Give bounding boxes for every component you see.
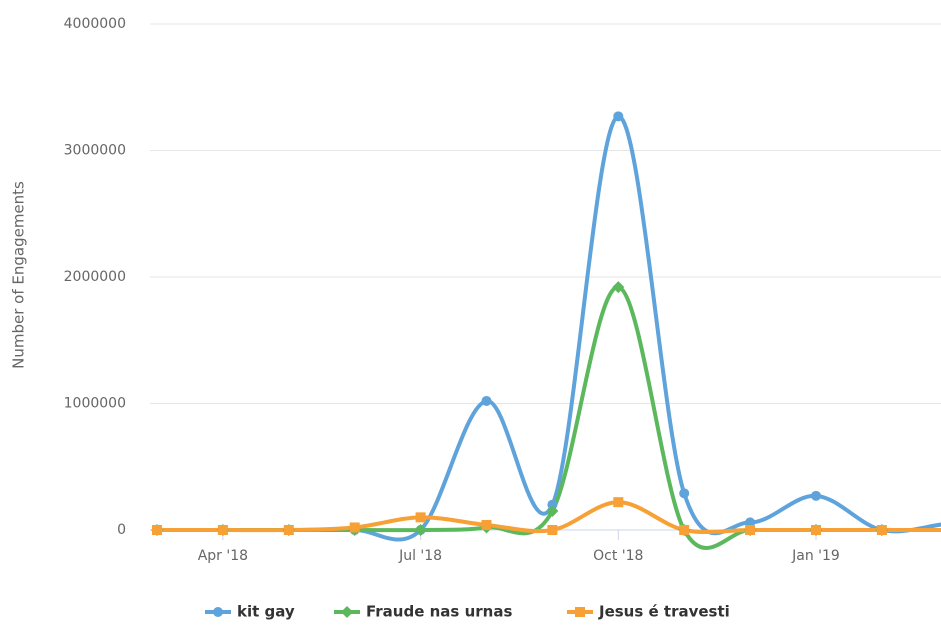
legend-label: Fraude nas urnas <box>366 603 512 621</box>
point <box>481 395 492 406</box>
point <box>481 519 492 530</box>
point <box>613 111 624 122</box>
point <box>679 488 690 499</box>
point <box>217 525 228 535</box>
plot <box>151 111 941 550</box>
x-tick-label: Jan '19 <box>791 548 840 564</box>
point <box>283 525 294 535</box>
x-tick-label: Jul '18 <box>398 548 442 564</box>
point <box>152 525 162 535</box>
y-tick-label: 1000000 <box>64 396 126 412</box>
y-tick-label: 3000000 <box>64 143 126 159</box>
point <box>349 522 360 533</box>
y-axis-title: Number of Engagements <box>10 181 28 369</box>
x-tick-label: Oct '18 <box>593 548 643 564</box>
point <box>213 607 223 617</box>
legend-label: Jesus é travesti <box>598 603 730 621</box>
point <box>575 607 585 617</box>
point <box>679 525 690 535</box>
y-tick-label: 4000000 <box>64 16 126 32</box>
point <box>613 497 624 508</box>
point <box>876 525 887 535</box>
x-tick-label: Apr '18 <box>198 548 248 564</box>
point <box>414 524 427 536</box>
point <box>811 490 821 501</box>
point <box>547 499 558 510</box>
point <box>811 525 821 535</box>
point <box>745 517 756 528</box>
point <box>547 525 558 535</box>
legend-label: kit gay <box>237 603 295 621</box>
series-line <box>156 114 941 542</box>
point <box>745 525 756 535</box>
point <box>415 512 426 523</box>
y-tick-label: 0 <box>117 522 126 538</box>
point <box>341 606 353 618</box>
point <box>612 281 625 294</box>
y-tick-label: 2000000 <box>64 269 126 285</box>
point <box>546 505 559 518</box>
